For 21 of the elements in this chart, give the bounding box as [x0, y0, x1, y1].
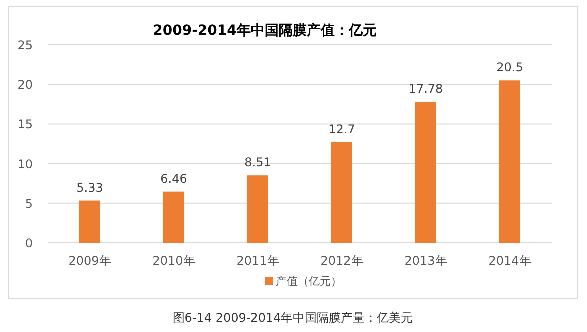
y-tick-label: 25 — [18, 38, 33, 52]
data-label: 8.51 — [244, 156, 272, 170]
x-tick-label: 2010年 — [152, 254, 196, 268]
chart-title: 2009-2014年中国隔膜产值：亿元 — [153, 22, 377, 39]
x-tick-label: 2014年 — [488, 254, 532, 268]
data-label: 6.46 — [160, 172, 188, 186]
x-tick-label: 2011年 — [236, 254, 280, 268]
y-tick-label: 5 — [25, 196, 33, 211]
y-tick-label: 10 — [18, 157, 33, 172]
y-tick-label: 15 — [18, 118, 33, 132]
x-tick-label: 2013年 — [404, 254, 448, 268]
legend-label: 产值（亿元） — [276, 275, 342, 288]
x-tick-label: 2012年 — [320, 254, 364, 268]
y-tick-label: 0 — [25, 236, 33, 250]
data-label: 20.5 — [496, 60, 524, 75]
caption: 图6-14 2009-2014年中国隔膜产量：亿美元 — [172, 311, 414, 325]
x-tick-label: 2009年 — [68, 254, 112, 268]
data-label: 12.7 — [328, 122, 356, 136]
data-label: 17.78 — [408, 82, 444, 96]
y-tick-label: 20 — [18, 78, 33, 92]
data-label: 5.33 — [76, 180, 104, 195]
